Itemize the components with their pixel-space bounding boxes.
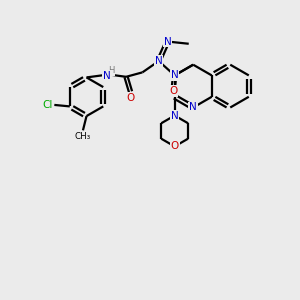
Text: N: N xyxy=(155,56,163,66)
Text: O: O xyxy=(170,141,179,152)
Text: CH₃: CH₃ xyxy=(75,132,91,141)
Text: N: N xyxy=(171,70,178,80)
Text: O: O xyxy=(126,93,135,103)
Text: H: H xyxy=(108,66,114,75)
Text: Cl: Cl xyxy=(43,100,53,110)
Text: O: O xyxy=(169,86,177,96)
Text: N: N xyxy=(164,37,171,46)
Text: N: N xyxy=(171,110,178,121)
Text: N: N xyxy=(103,71,110,81)
Text: N: N xyxy=(189,103,197,112)
